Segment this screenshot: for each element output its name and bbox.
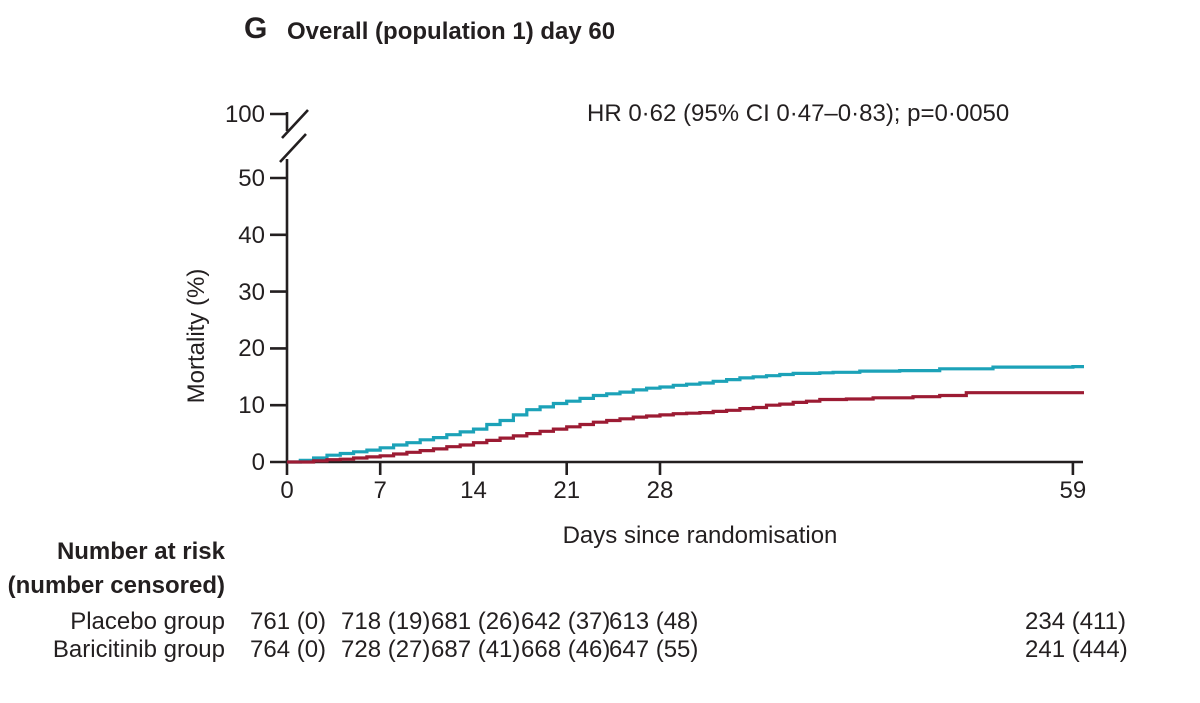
- risk-cell-placebo-1: 718 (19): [341, 608, 431, 635]
- risk-table-header-line1: Number at risk: [56, 538, 225, 565]
- x-axis-label: Days since randomisation: [562, 522, 838, 549]
- y-axis-ticks: [270, 112, 287, 464]
- placebo-curve: [287, 365, 1084, 464]
- x-tick-label-21: 21: [553, 477, 581, 504]
- panel-letter: G: [244, 12, 268, 45]
- y-tick-label-100: 100: [224, 101, 265, 128]
- risk-cell-placebo-5: 234 (411): [1025, 608, 1126, 635]
- x-tick-label-59: 59: [1059, 477, 1087, 504]
- x-axis-ticks: [285, 462, 1075, 475]
- y-tick-label-50: 50: [238, 165, 265, 192]
- y-tick-label-0: 0: [251, 449, 265, 476]
- baricitinib-curve: [287, 391, 1084, 464]
- x-tick-label-28: 28: [646, 477, 674, 504]
- risk-cell-baricitinib-0: 764 (0): [250, 636, 327, 663]
- x-tick-label-7: 7: [373, 477, 387, 504]
- risk-cell-placebo-4: 613 (48): [609, 608, 699, 635]
- y-tick-label-10: 10: [238, 392, 265, 420]
- risk-cell-baricitinib-1: 728 (27): [341, 636, 431, 663]
- risk-cell-baricitinib-5: 241 (444): [1025, 636, 1128, 663]
- x-tick-label-14: 14: [460, 477, 487, 504]
- risk-table-header-line2: (number censored): [7, 572, 225, 599]
- axis-break-slash-icon: [279, 109, 309, 163]
- x-tick-label-0: 0: [280, 477, 294, 504]
- risk-cell-baricitinib-4: 647 (55): [609, 636, 699, 663]
- y-tick-label-40: 40: [238, 221, 265, 249]
- hazard-ratio-annotation: HR 0·62 (95% CI 0·47–0·83); p=0·0050: [587, 100, 1010, 127]
- panel-title: Overall (population 1) day 60: [287, 18, 616, 45]
- risk-cell-baricitinib-2: 687 (41): [431, 636, 521, 663]
- risk-row-label-baricitinib: Baricitinib group: [52, 636, 225, 663]
- risk-cell-placebo-3: 642 (37): [521, 608, 611, 635]
- y-tick-label-20: 20: [238, 335, 265, 363]
- y-tick-label-30: 30: [238, 278, 265, 306]
- risk-cell-placebo-2: 681 (26): [431, 608, 521, 635]
- risk-row-label-placebo: Placebo group: [70, 608, 225, 635]
- risk-cell-placebo-0: 761 (0): [250, 608, 327, 635]
- risk-cell-baricitinib-3: 668 (46): [521, 636, 611, 663]
